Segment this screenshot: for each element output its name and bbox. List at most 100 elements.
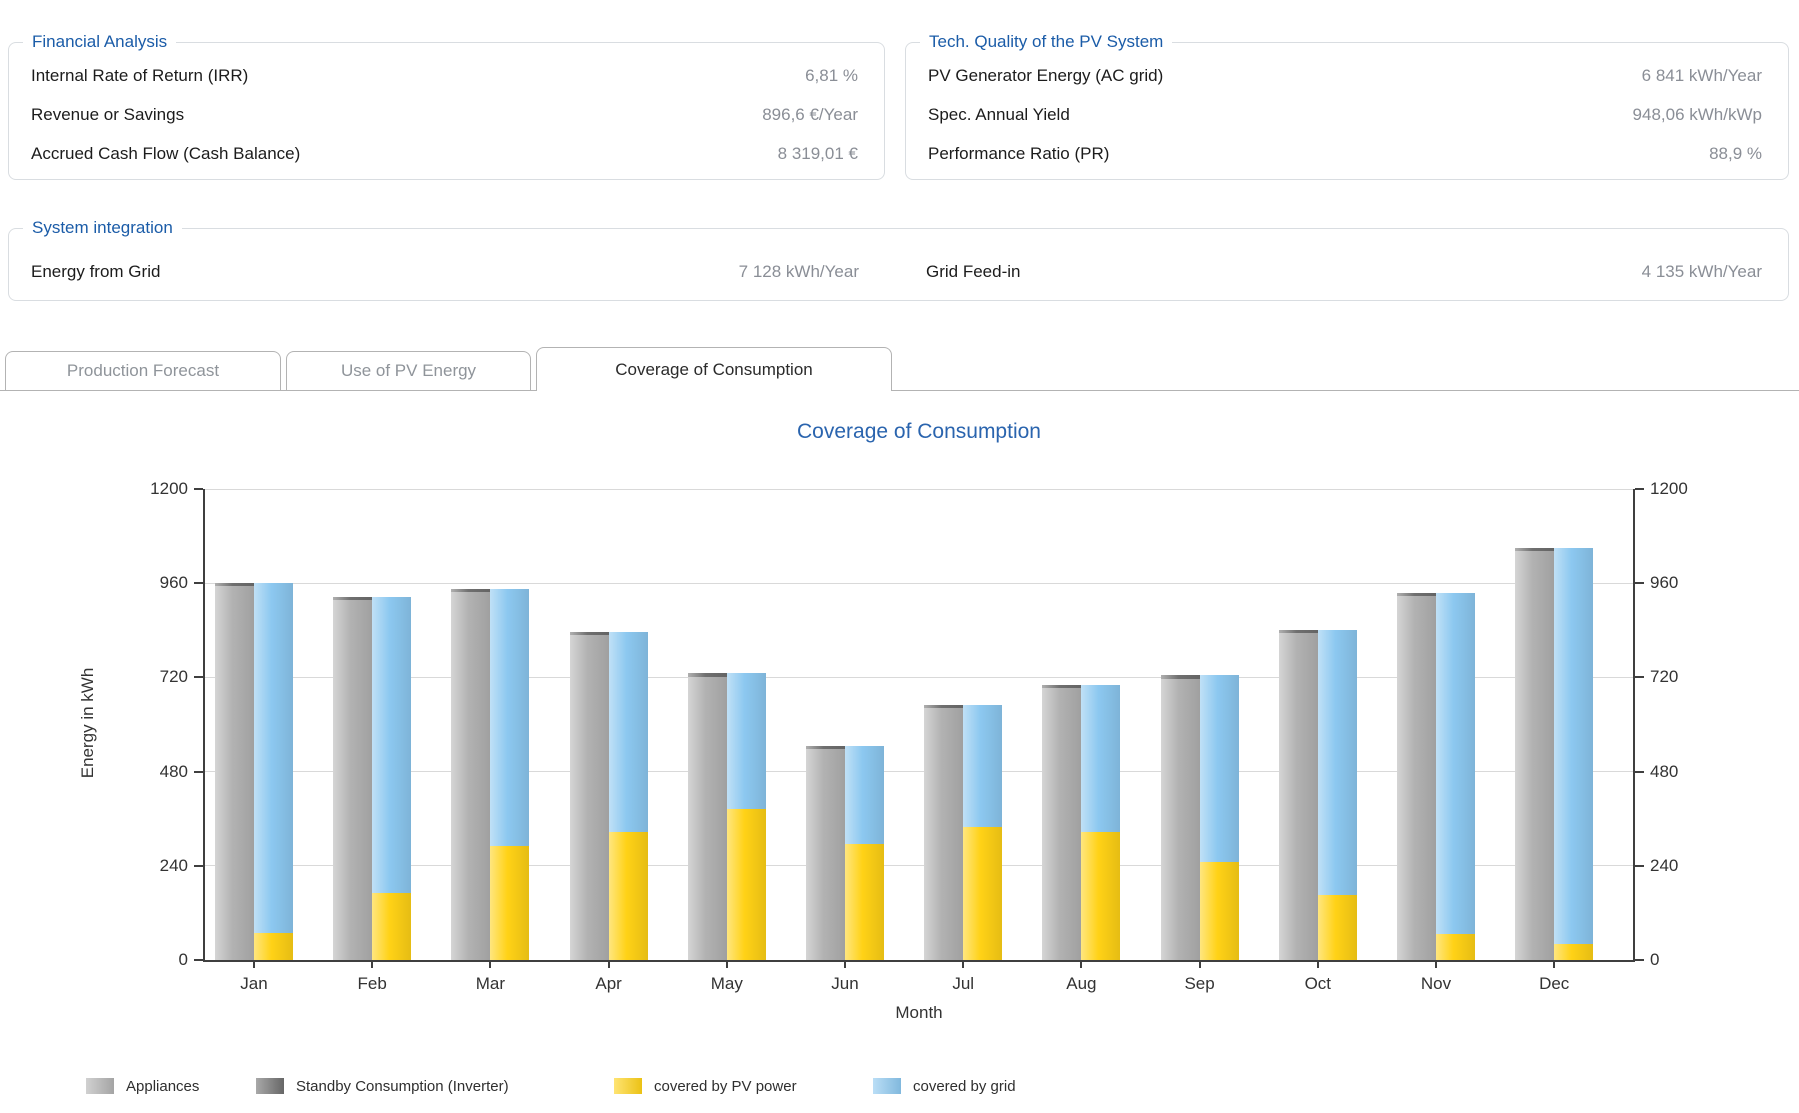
bar-grid-Jun <box>845 746 884 844</box>
month-label-Aug: Aug <box>1041 974 1121 994</box>
bar-pv-Jun <box>845 844 884 960</box>
y-tick-label-left-480: 480 <box>130 762 188 782</box>
energy-from-grid-label: Energy from Grid <box>31 262 160 282</box>
x-tick-May <box>726 961 728 968</box>
y-tick-left-1200 <box>194 488 203 490</box>
bar-standby-Jul <box>924 705 963 708</box>
gridline-960 <box>205 583 1633 584</box>
financial-row-irr: Internal Rate of Return (IRR) 6,81 % <box>9 56 884 95</box>
legend-swatch-3 <box>873 1078 901 1094</box>
month-label-Dec: Dec <box>1514 974 1594 994</box>
bar-grid-May <box>727 673 766 808</box>
irr-label: Internal Rate of Return (IRR) <box>31 66 248 86</box>
month-label-Sep: Sep <box>1160 974 1240 994</box>
bar-appliances-Nov <box>1397 596 1436 960</box>
x-axis <box>203 960 1635 962</box>
y-tick-label-right-720: 720 <box>1650 667 1678 687</box>
bar-appliances-Dec <box>1515 551 1554 960</box>
y-tick-label-left-1200: 1200 <box>130 479 188 499</box>
y-tick-label-right-240: 240 <box>1650 856 1678 876</box>
tech-row-annual-yield: Spec. Annual Yield 948,06 kWh/kWp <box>906 95 1788 134</box>
y-tick-left-480 <box>194 771 203 773</box>
bar-grid-Aug <box>1081 685 1120 832</box>
legend-swatch-0 <box>86 1078 114 1094</box>
x-tick-Dec <box>1553 961 1555 968</box>
x-tick-Jan <box>253 961 255 968</box>
y-tick-label-left-960: 960 <box>130 573 188 593</box>
revenue-value: 896,6 €/Year <box>762 105 858 125</box>
chart-title: Coverage of Consumption <box>205 420 1633 444</box>
generator-energy-label: PV Generator Energy (AC grid) <box>928 66 1163 86</box>
bar-standby-Sep <box>1161 675 1200 678</box>
tech-row-generator-energy: PV Generator Energy (AC grid) 6 841 kWh/… <box>906 56 1788 95</box>
bar-standby-Nov <box>1397 593 1436 596</box>
legend-label-0: Appliances <box>126 1078 199 1095</box>
x-tick-Apr <box>608 961 610 968</box>
financial-analysis-panel: Financial Analysis Internal Rate of Retu… <box>8 42 885 180</box>
bar-grid-Oct <box>1318 630 1357 895</box>
bar-standby-Feb <box>333 597 372 600</box>
x-tick-Feb <box>371 961 373 968</box>
y-tick-label-right-0: 0 <box>1650 950 1659 970</box>
legend-swatch-1 <box>256 1078 284 1094</box>
system-integration-row: Energy from Grid 7 128 kWh/Year Grid Fee… <box>9 253 1788 292</box>
y-tick-right-1200 <box>1635 488 1644 490</box>
bar-standby-Aug <box>1042 685 1081 688</box>
tab-use-of-pv-energy[interactable]: Use of PV Energy <box>286 351 531 390</box>
tab-coverage-of-consumption[interactable]: Coverage of Consumption <box>536 347 892 391</box>
tech-quality-title: Tech. Quality of the PV System <box>920 32 1172 52</box>
bar-appliances-Apr <box>570 635 609 960</box>
month-label-Jan: Jan <box>214 974 294 994</box>
y-tick-label-left-720: 720 <box>130 667 188 687</box>
irr-value: 6,81 % <box>805 66 858 86</box>
bar-appliances-Mar <box>451 592 490 960</box>
bar-pv-Mar <box>490 846 529 960</box>
performance-ratio-value: 88,9 % <box>1709 144 1762 164</box>
bar-pv-Sep <box>1200 862 1239 960</box>
legend-swatch-2 <box>614 1078 642 1094</box>
grid-feed-in-label: Grid Feed-in <box>926 262 1020 282</box>
gridline-1200 <box>205 489 1633 490</box>
bar-grid-Apr <box>609 632 648 832</box>
bar-appliances-Oct <box>1279 633 1318 960</box>
month-label-Jun: Jun <box>805 974 885 994</box>
financial-analysis-title: Financial Analysis <box>23 32 176 52</box>
legend-label-3: covered by grid <box>913 1078 1016 1095</box>
system-integration-title: System integration <box>23 218 182 238</box>
month-label-May: May <box>687 974 767 994</box>
bar-appliances-Sep <box>1161 679 1200 960</box>
bar-grid-Feb <box>372 597 411 893</box>
bar-standby-May <box>688 673 727 676</box>
bar-grid-Sep <box>1200 675 1239 861</box>
performance-ratio-label: Performance Ratio (PR) <box>928 144 1109 164</box>
y-tick-label-right-960: 960 <box>1650 573 1678 593</box>
tab-production-forecast[interactable]: Production Forecast <box>5 351 281 390</box>
x-tick-Mar <box>489 961 491 968</box>
bar-standby-Jan <box>215 583 254 586</box>
bar-pv-Aug <box>1081 832 1120 960</box>
y-tick-label-right-1200: 1200 <box>1650 479 1688 499</box>
cashflow-label: Accrued Cash Flow (Cash Balance) <box>31 144 300 164</box>
bar-pv-Feb <box>372 893 411 960</box>
month-label-Oct: Oct <box>1278 974 1358 994</box>
x-tick-Sep <box>1199 961 1201 968</box>
y-tick-left-720 <box>194 676 203 678</box>
y-axis-title: Energy in kWh <box>78 668 98 779</box>
grid-feed-in-value: 4 135 kWh/Year <box>1642 262 1762 282</box>
tab-strip-divider <box>0 390 1799 391</box>
bar-grid-Mar <box>490 589 529 846</box>
bar-standby-Jun <box>806 746 845 749</box>
bar-pv-Nov <box>1436 934 1475 960</box>
bar-standby-Apr <box>570 632 609 635</box>
legend-label-2: covered by PV power <box>654 1078 797 1095</box>
y-tick-right-480 <box>1635 771 1644 773</box>
bar-appliances-Jun <box>806 749 845 960</box>
x-tick-Aug <box>1080 961 1082 968</box>
bar-pv-Jan <box>254 933 293 960</box>
y-tick-right-720 <box>1635 676 1644 678</box>
cashflow-value: 8 319,01 € <box>778 144 858 164</box>
x-tick-Oct <box>1317 961 1319 968</box>
y-tick-left-960 <box>194 582 203 584</box>
y-tick-label-right-480: 480 <box>1650 762 1678 782</box>
bar-grid-Jan <box>254 583 293 932</box>
